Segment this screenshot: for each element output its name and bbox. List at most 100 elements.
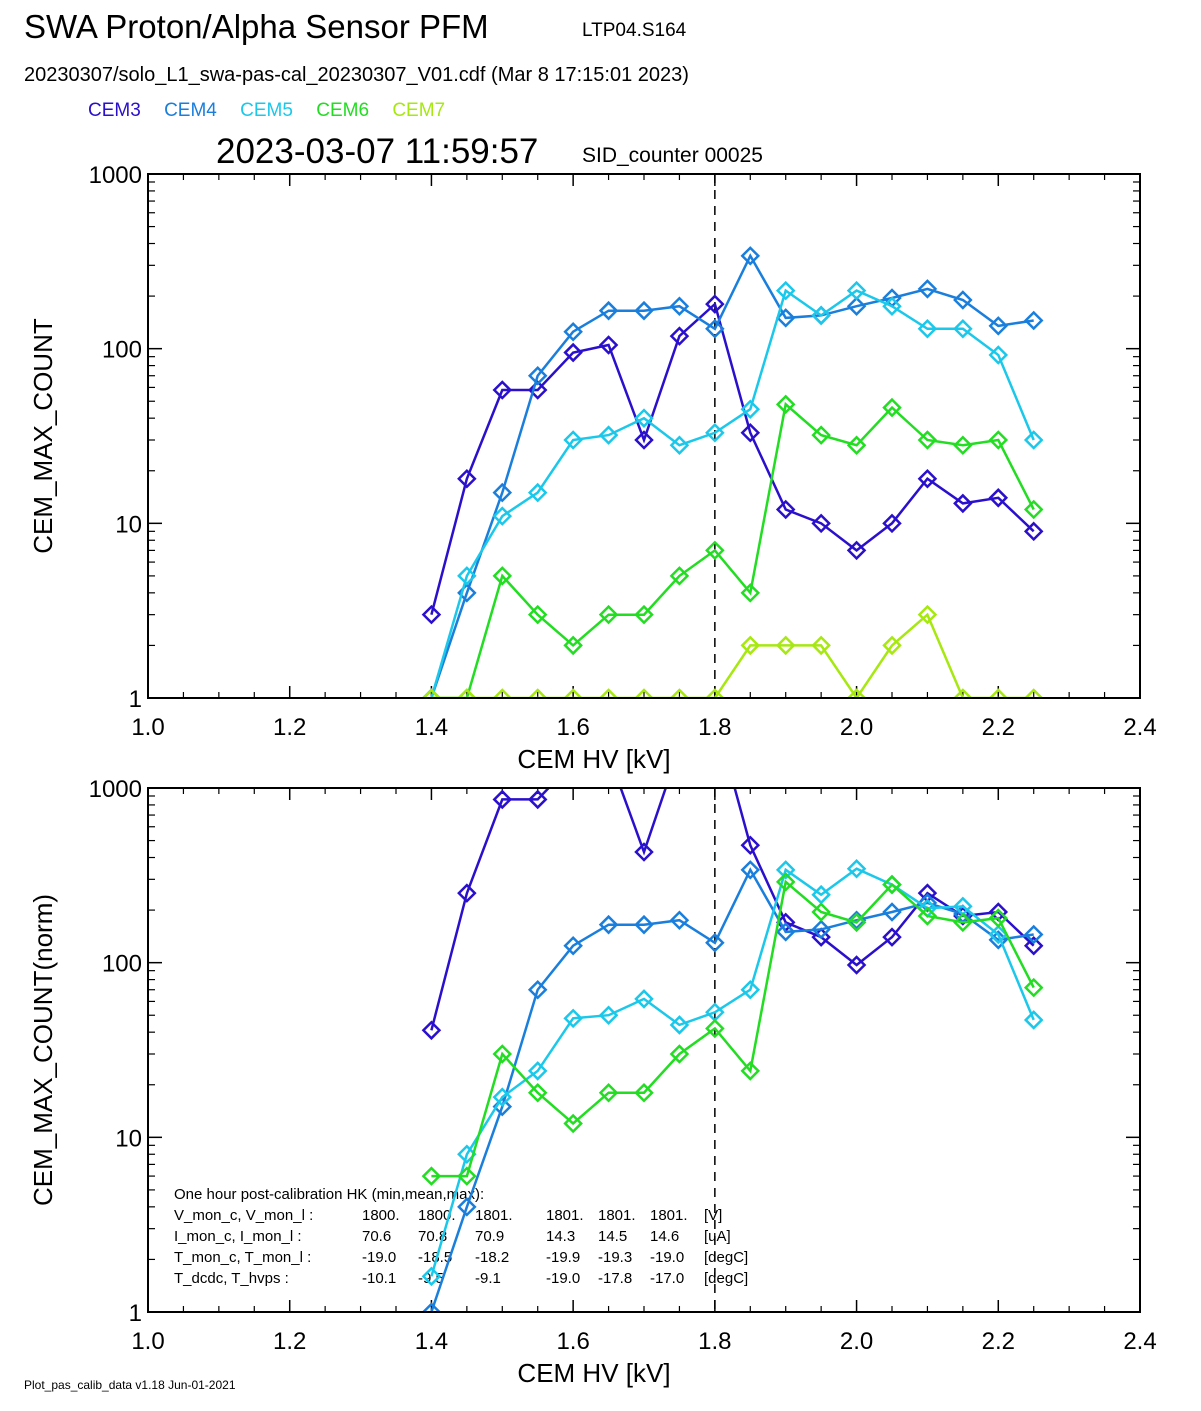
x-tick-label: 1.8 — [698, 1328, 731, 1355]
data-point-cem5 — [775, 860, 796, 880]
legend-entry-cem5: CEM5 — [240, 100, 293, 121]
y-axis-label: CEM_MAX_COUNT — [28, 318, 58, 554]
hk-cell: 70.6 — [362, 1228, 391, 1245]
data-point-cem5 — [953, 318, 973, 339]
hk-annotation: One hour post-calibration HK (min,mean,m… — [174, 1186, 748, 1287]
data-point-cem6 — [457, 1166, 477, 1186]
data-point-cem7 — [740, 635, 761, 656]
plot-panel-1: 1.0 1.2 1.4 1.6 1.8 2.0 2.2 2.4 1 10 100 1000 CEM HV… — [28, 162, 1157, 774]
data-point-cem3 — [634, 430, 654, 450]
data-point-cem3 — [563, 342, 583, 363]
hk-cell: 14.3 — [546, 1228, 575, 1245]
data-point-cem5 — [527, 1061, 548, 1081]
data-point-cem5 — [775, 280, 796, 301]
hk-cell: -19.0 — [362, 1249, 396, 1266]
data-point-cem6 — [953, 912, 973, 933]
data-point-cem6 — [775, 872, 796, 892]
data-point-cem6 — [634, 604, 654, 625]
data-point-cem7 — [988, 688, 1009, 698]
data-point-cem7 — [563, 688, 583, 698]
data-point-cem6 — [598, 604, 619, 625]
data-point-cem4 — [953, 290, 973, 310]
data-point-cem3 — [492, 380, 513, 400]
data-point-cem3 — [846, 955, 867, 975]
data-point-cem4 — [882, 902, 902, 922]
hk-cell: 70.9 — [475, 1228, 504, 1245]
data-point-cem5 — [598, 1005, 619, 1026]
data-point-cem3 — [846, 540, 867, 561]
hk-cell: -19.0 — [650, 1249, 684, 1266]
data-point-cem6 — [705, 1018, 725, 1039]
data-point-cem5 — [457, 566, 477, 586]
data-point-cem6 — [1023, 499, 1044, 520]
data-point-cem6 — [917, 906, 938, 926]
x-tick-label: 2.0 — [840, 714, 873, 741]
data-point-cem6 — [563, 635, 583, 656]
data-point-cem3 — [988, 488, 1009, 508]
data-point-cem4 — [634, 300, 654, 321]
data-point-cem5 — [1023, 430, 1044, 450]
data-point-cem4 — [669, 296, 690, 316]
hk-cell: -17.8 — [598, 1270, 632, 1287]
hk-cell: T_mon_c, T_mon_l : — [174, 1249, 311, 1266]
data-point-cem7 — [669, 688, 690, 698]
series-line-cem5 — [430, 867, 1035, 1277]
data-point-cem3 — [953, 493, 973, 514]
data-point-cem5 — [882, 296, 902, 316]
data-point-cem3 — [527, 789, 548, 810]
data-point-cem7 — [811, 635, 831, 656]
data-point-cem6 — [882, 397, 902, 418]
hk-cell: [V] — [704, 1207, 722, 1224]
data-point-cem5 — [492, 506, 513, 526]
data-point-cem3 — [492, 789, 513, 810]
x-tick-label: 2.4 — [1123, 714, 1156, 741]
data-point-cem6 — [634, 1082, 654, 1103]
data-point-cem3 — [421, 604, 442, 625]
data-point-cem3 — [598, 335, 619, 355]
y-tick-label: 10 — [115, 1125, 142, 1152]
x-axis-label: CEM HV [kV] — [517, 744, 670, 774]
series-line-cem3 — [430, 301, 1035, 616]
x-tick-label: 1.0 — [131, 714, 164, 741]
data-point-cem6 — [811, 425, 831, 445]
hk-cell: 1801. — [598, 1207, 636, 1224]
hk-cell: 14.6 — [650, 1228, 679, 1245]
data-point-cem4 — [988, 316, 1009, 336]
data-point-cem7 — [882, 635, 902, 656]
x-tick-label: 1.6 — [556, 714, 589, 741]
data-point-cem4 — [705, 318, 725, 339]
hk-cell: 1801. — [546, 1207, 584, 1224]
test-id: LTP04.S164 — [582, 20, 687, 41]
x-tick-label: 2.2 — [982, 714, 1015, 741]
data-point-cem4 — [563, 935, 583, 956]
data-point-cem3 — [421, 1020, 442, 1041]
series-layer — [421, 788, 1044, 1312]
data-point-cem3 — [527, 380, 548, 400]
series-line-cem6 — [431, 879, 1035, 1178]
y-tick-label: 100 — [102, 951, 142, 978]
data-point-cem6 — [669, 566, 690, 586]
data-point-cem4 — [846, 296, 867, 316]
data-point-cem4 — [421, 1302, 442, 1312]
hk-cell: T_dcdc, T_hvps : — [174, 1270, 289, 1287]
data-point-cem7 — [634, 688, 654, 698]
data-point-cem6 — [527, 1082, 548, 1103]
data-point-cem4 — [669, 910, 690, 930]
plot-frame — [147, 787, 1141, 1313]
data-point-cem4 — [917, 893, 938, 913]
hk-cell: [uA] — [704, 1228, 731, 1245]
plot-panel-2: 1.0 1.2 1.4 1.6 1.8 2.0 2.2 2.4 1 10 100 1000 CEM HV… — [28, 776, 1157, 1388]
data-point-cem5 — [527, 482, 548, 503]
x-tick-label: 2.0 — [840, 1328, 873, 1355]
data-point-cem5 — [740, 979, 761, 1000]
data-point-cem7 — [527, 688, 548, 698]
data-point-cem6 — [492, 1044, 513, 1064]
data-point-cem4 — [775, 308, 796, 328]
x-tick-label: 1.4 — [415, 714, 448, 741]
plot-frame — [147, 173, 1141, 699]
data-point-cem6 — [811, 902, 831, 922]
data-point-cem6 — [563, 1113, 583, 1134]
hk-heading: One hour post-calibration HK (min,mean,m… — [174, 1186, 484, 1203]
data-point-cem5 — [492, 1087, 513, 1107]
